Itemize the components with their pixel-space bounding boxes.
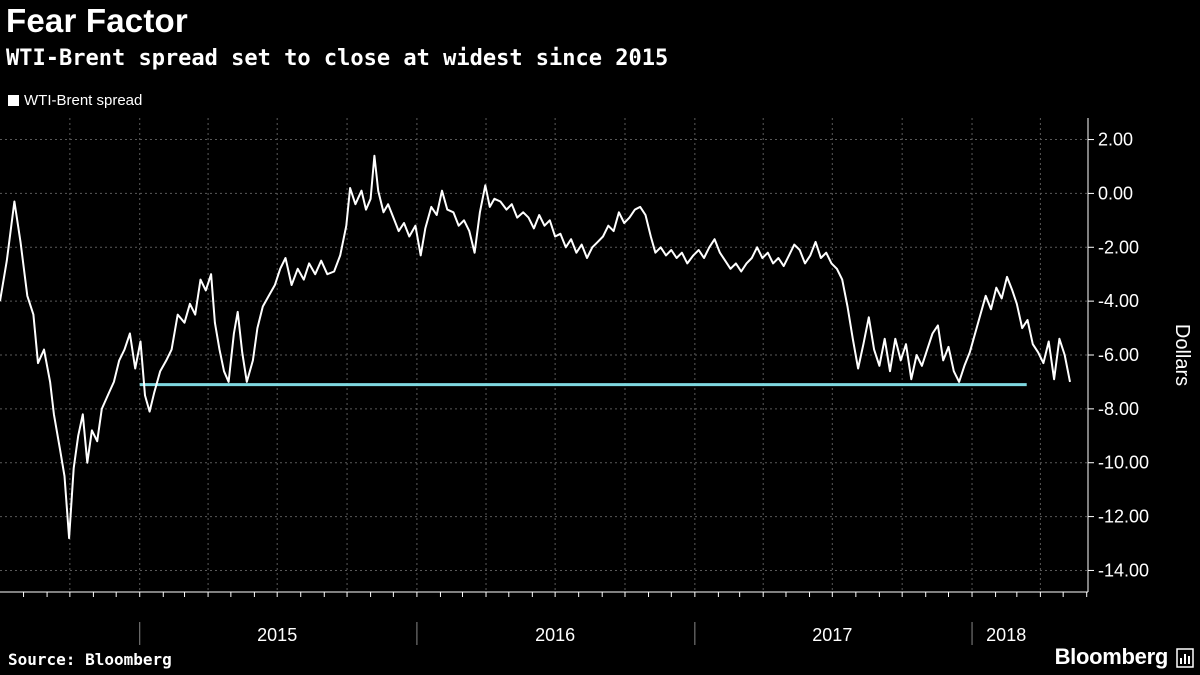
chart-title: Fear Factor: [6, 2, 188, 39]
x-tick-label: 2015: [257, 625, 297, 645]
y-tick-label: -4.00: [1098, 291, 1139, 311]
y-tick-label: 2.00: [1098, 130, 1133, 150]
y-axis-title: Dollars: [1171, 324, 1193, 386]
y-tick-label: -8.00: [1098, 399, 1139, 419]
legend-swatch: [8, 95, 19, 106]
y-tick-label: -2.00: [1098, 237, 1139, 257]
y-tick-label: -6.00: [1098, 345, 1139, 365]
x-tick-label: 2017: [812, 625, 852, 645]
y-tick-label: -12.00: [1098, 507, 1149, 527]
legend: WTI-Brent spread: [8, 92, 142, 109]
x-tick-label: 2016: [535, 625, 575, 645]
chart-subtitle: WTI-Brent spread set to close at widest …: [6, 46, 669, 71]
y-tick-label: -10.00: [1098, 453, 1149, 473]
legend-label: WTI-Brent spread: [24, 92, 143, 109]
y-tick-label: -14.00: [1098, 560, 1149, 580]
bloomberg-mark-icon: [1176, 648, 1194, 668]
brand-logo: Bloomberg: [1054, 644, 1169, 669]
x-tick-label: 2018: [986, 625, 1026, 645]
series-line-wti-brent: [0, 154, 1071, 540]
source-note: Source: Bloomberg: [8, 650, 172, 669]
y-tick-label: 0.00: [1098, 183, 1133, 203]
